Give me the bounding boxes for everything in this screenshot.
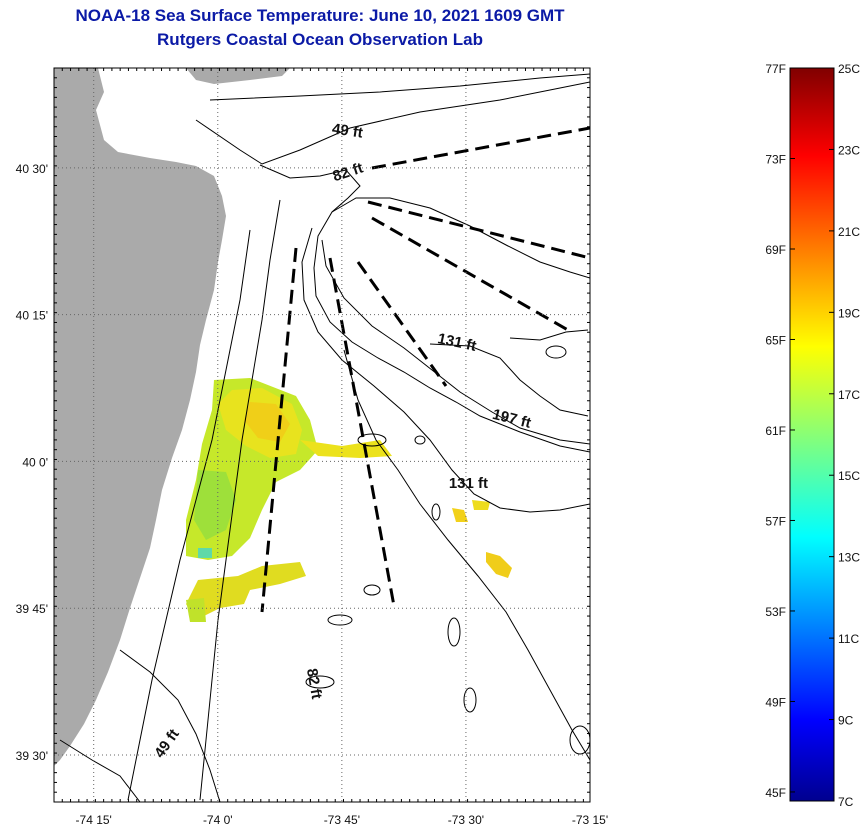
title-line-2: Rutgers Coastal Ocean Observation Lab: [157, 30, 483, 49]
colorbar-label-f: 53F: [765, 605, 786, 619]
land-long-island: [186, 68, 290, 84]
colorbar-label-c: 15C: [838, 469, 860, 483]
colorbar-label-f: 77F: [765, 62, 786, 76]
land-new-jersey: [54, 68, 226, 766]
colorbar-label-f: 57F: [765, 514, 786, 528]
colorbar-label-c: 23C: [838, 143, 860, 157]
depth-label: 49 ft: [331, 121, 364, 142]
colorbar-label-c: 17C: [838, 388, 860, 402]
colorbar-label-f: 49F: [765, 695, 786, 709]
lon-tick-label: -74 15': [76, 813, 112, 827]
colorbar-gradient: [789, 67, 835, 802]
shipping-lanes: [260, 126, 590, 613]
lat-tick-label: 39 30': [16, 749, 48, 763]
colorbar-label-f: 45F: [765, 786, 786, 800]
bathymetry-contours: [59, 73, 590, 802]
depth-label: 82 ft: [303, 667, 325, 700]
lat-tick-label: 40 0': [22, 455, 48, 469]
colorbar-label-f: 61F: [765, 424, 786, 438]
lon-tick-label: -73 45': [324, 813, 360, 827]
colorbar-label-f: 65F: [765, 333, 786, 347]
colorbar-label-c: 11C: [838, 632, 859, 646]
colorbar-label-f: 73F: [765, 152, 786, 166]
colorbar-label-c: 9C: [838, 714, 854, 728]
colorbar-label-c: 13C: [838, 551, 860, 565]
colorbar-label-c: 7C: [838, 795, 854, 809]
colorbar-label-c: 21C: [838, 225, 860, 239]
lat-tick-label: 39 45': [16, 602, 48, 616]
colorbar-label-c: 25C: [838, 62, 860, 76]
lat-tick-label: 40 15': [16, 309, 48, 323]
colorbar-label-f: 69F: [765, 243, 786, 257]
colorbar-label-c: 19C: [838, 306, 860, 320]
lat-tick-label: 40 30': [16, 162, 48, 176]
lon-tick-label: -73 15': [572, 813, 608, 827]
title-line-1: NOAA-18 Sea Surface Temperature: June 10…: [75, 6, 565, 25]
lon-tick-label: -74 0': [203, 813, 233, 827]
depth-label: 131 ft: [449, 475, 488, 492]
graticule: [54, 68, 591, 802]
map-border: [53, 67, 591, 803]
lon-tick-label: -73 30': [448, 813, 484, 827]
